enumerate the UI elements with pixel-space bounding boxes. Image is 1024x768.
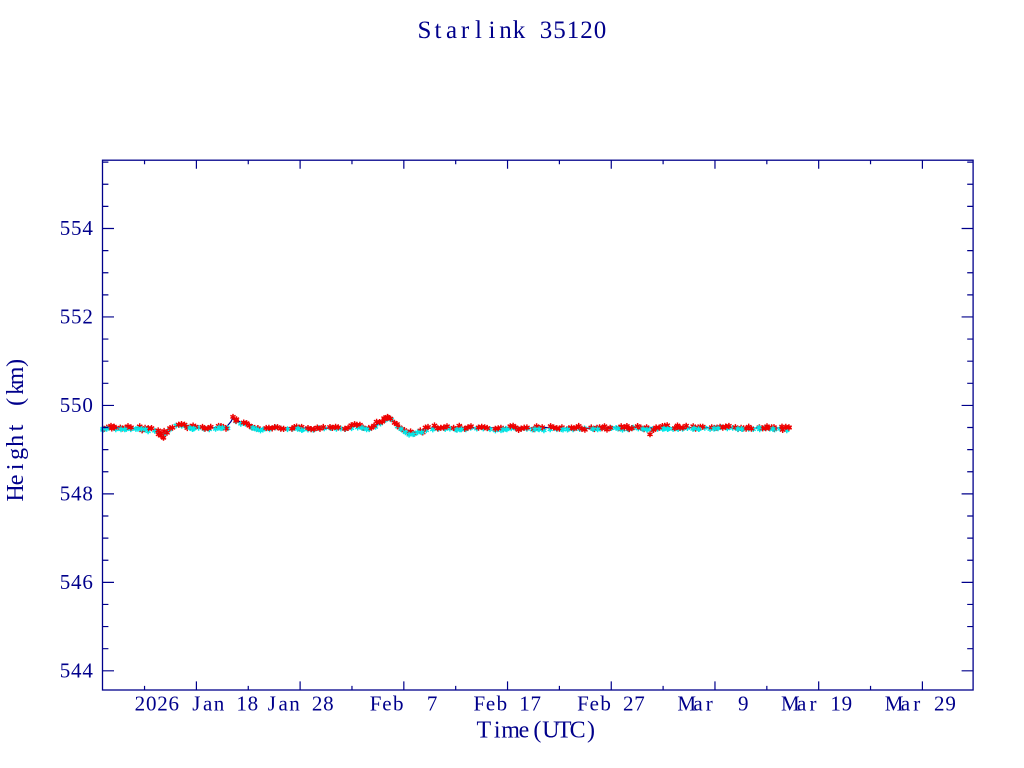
svg-text:H: H (3, 484, 29, 501)
svg-text:e: e (3, 475, 29, 486)
svg-text:5: 5 (71, 216, 82, 240)
svg-text:b: b (497, 691, 508, 715)
svg-text:a: a (279, 691, 289, 715)
svg-text:i: i (489, 17, 496, 44)
svg-text:): ) (3, 359, 29, 367)
svg-text:8: 8 (323, 691, 334, 715)
svg-text:r: r (913, 691, 920, 715)
svg-text:C: C (570, 717, 586, 743)
svg-text:3: 3 (540, 17, 553, 44)
svg-text:5: 5 (60, 216, 71, 240)
svg-text:0: 0 (594, 17, 607, 44)
svg-text:r: r (706, 691, 713, 715)
svg-text:1: 1 (830, 691, 841, 715)
svg-text:2: 2 (135, 691, 146, 715)
svg-text:0: 0 (146, 691, 157, 715)
svg-text:2: 2 (580, 17, 593, 44)
svg-text:4: 4 (82, 659, 93, 683)
svg-text:n: n (289, 691, 300, 715)
svg-text:2: 2 (157, 691, 168, 715)
svg-text:M: M (885, 691, 904, 715)
svg-text:M: M (781, 691, 800, 715)
svg-text:4: 4 (71, 659, 82, 683)
svg-text:S: S (418, 17, 432, 44)
svg-text:8: 8 (248, 691, 259, 715)
svg-text:U: U (542, 717, 559, 743)
svg-text:2: 2 (82, 305, 93, 329)
svg-text:1: 1 (519, 691, 530, 715)
svg-text:t: t (435, 17, 442, 44)
svg-text:a: a (901, 691, 911, 715)
svg-text:6: 6 (169, 691, 180, 715)
svg-text:m: m (501, 717, 520, 743)
svg-text:t: t (3, 424, 29, 431)
svg-text:e: e (519, 717, 530, 743)
svg-text:b: b (393, 691, 404, 715)
svg-text:J: J (192, 691, 200, 715)
svg-text:g: g (3, 448, 29, 460)
svg-text:i: i (494, 717, 501, 743)
svg-text:4: 4 (71, 570, 82, 594)
svg-text:e: e (486, 691, 495, 715)
svg-text:2: 2 (934, 691, 945, 715)
svg-text:5: 5 (553, 17, 566, 44)
svg-text:(: ( (3, 398, 29, 406)
svg-text:8: 8 (82, 482, 93, 506)
svg-text:a: a (446, 17, 457, 44)
svg-text:F: F (370, 691, 382, 715)
svg-text:4: 4 (82, 216, 93, 240)
svg-text:4: 4 (71, 482, 82, 506)
svg-text:9: 9 (945, 691, 956, 715)
svg-text:1: 1 (236, 691, 247, 715)
svg-text:7: 7 (634, 691, 645, 715)
svg-text:(: ( (533, 717, 541, 743)
svg-text:2: 2 (623, 691, 634, 715)
svg-text:7: 7 (427, 691, 438, 715)
svg-text:6: 6 (82, 570, 93, 594)
svg-text:a: a (203, 691, 213, 715)
svg-text:i: i (3, 463, 29, 470)
svg-text:e: e (382, 691, 391, 715)
svg-text:M: M (677, 691, 696, 715)
svg-text:h: h (3, 435, 29, 447)
svg-text:r: r (461, 17, 470, 44)
svg-text:k: k (513, 17, 526, 44)
svg-text:n: n (214, 691, 225, 715)
svg-text:T: T (557, 717, 572, 743)
svg-text:1: 1 (567, 17, 580, 44)
svg-text:k: k (3, 383, 29, 395)
svg-text:9: 9 (842, 691, 853, 715)
svg-text:0: 0 (82, 393, 93, 417)
svg-text:r: r (810, 691, 817, 715)
svg-text:a: a (797, 691, 807, 715)
svg-text:e: e (590, 691, 599, 715)
svg-text:b: b (600, 691, 611, 715)
svg-text:J: J (268, 691, 276, 715)
svg-text:l: l (475, 17, 482, 44)
svg-text:m: m (3, 366, 29, 385)
svg-text:5: 5 (60, 393, 71, 417)
svg-text:F: F (577, 691, 589, 715)
svg-text:a: a (693, 691, 703, 715)
svg-text:5: 5 (60, 659, 71, 683)
svg-text:F: F (473, 691, 485, 715)
svg-text:5: 5 (60, 570, 71, 594)
svg-text:9: 9 (738, 691, 749, 715)
svg-text:5: 5 (60, 305, 71, 329)
svg-text:5: 5 (71, 393, 82, 417)
svg-text:n: n (499, 17, 512, 44)
svg-text:T: T (476, 717, 491, 743)
svg-text:5: 5 (60, 482, 71, 506)
svg-text:7: 7 (531, 691, 542, 715)
svg-text:5: 5 (71, 305, 82, 329)
svg-text:): ) (587, 717, 595, 743)
svg-text:2: 2 (312, 691, 323, 715)
